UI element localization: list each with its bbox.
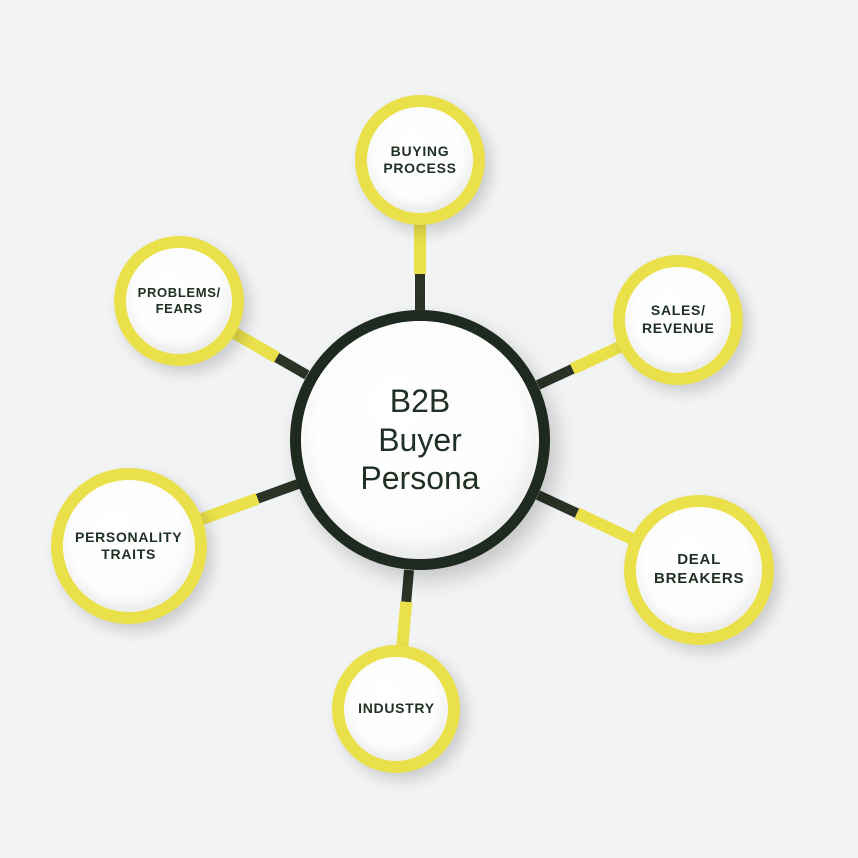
node-label-buying-process: BUYING PROCESS: [377, 143, 462, 178]
node-label-industry: INDUSTRY: [352, 700, 441, 718]
node-label-sales-revenue: SALES/ REVENUE: [636, 302, 721, 337]
node-sales-revenue: SALES/ REVENUE: [613, 255, 743, 385]
node-label-deal-breakers: DEAL BREAKERS: [648, 551, 750, 589]
node-problems-fears: PROBLEMS/ FEARS: [114, 236, 244, 366]
node-label-problems-fears: PROBLEMS/ FEARS: [132, 285, 227, 318]
node-industry: INDUSTRY: [332, 645, 460, 773]
spoke-problems-fears: [233, 328, 311, 380]
node-personality-traits: PERSONALITY TRAITS: [51, 468, 207, 624]
node-buying-process: BUYING PROCESS: [355, 95, 485, 225]
center-label: B2B Buyer Persona: [360, 382, 479, 497]
spoke-industry: [396, 569, 415, 646]
spoke-sales-revenue: [535, 342, 622, 391]
spoke-deal-breakers: [535, 489, 633, 543]
center-node: B2B Buyer Persona: [301, 321, 539, 559]
node-deal-breakers: DEAL BREAKERS: [624, 495, 774, 645]
spoke-personality-traits: [200, 479, 300, 525]
radial-diagram: B2B Buyer Persona BUYING PROCESS SALES/ R…: [0, 0, 858, 858]
spoke-buying-process: [414, 225, 426, 310]
node-label-personality-traits: PERSONALITY TRAITS: [69, 529, 188, 564]
